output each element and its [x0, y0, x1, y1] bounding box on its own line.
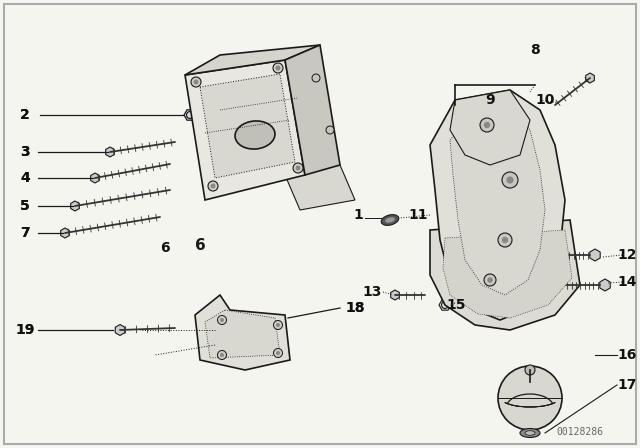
Polygon shape — [200, 74, 295, 178]
Polygon shape — [184, 110, 196, 120]
Ellipse shape — [235, 121, 275, 149]
Circle shape — [273, 320, 282, 329]
Polygon shape — [106, 147, 115, 157]
Polygon shape — [70, 201, 79, 211]
Text: 12: 12 — [617, 248, 637, 262]
Text: 19: 19 — [15, 323, 35, 337]
Polygon shape — [185, 60, 305, 200]
Text: 18: 18 — [345, 301, 365, 315]
Polygon shape — [115, 324, 125, 336]
Circle shape — [502, 237, 508, 243]
Circle shape — [208, 181, 218, 191]
Text: 18: 18 — [345, 301, 365, 315]
Text: 6: 6 — [160, 241, 170, 255]
Circle shape — [525, 365, 535, 375]
Circle shape — [220, 353, 224, 357]
Ellipse shape — [520, 428, 540, 438]
Polygon shape — [185, 45, 320, 75]
Polygon shape — [390, 290, 399, 300]
Polygon shape — [443, 230, 572, 318]
Circle shape — [326, 126, 334, 134]
Polygon shape — [205, 310, 280, 358]
Circle shape — [498, 366, 562, 430]
Text: 9: 9 — [485, 93, 495, 107]
Text: 3: 3 — [20, 145, 30, 159]
Text: 17: 17 — [618, 378, 637, 392]
Circle shape — [191, 77, 201, 87]
Circle shape — [218, 315, 227, 324]
Polygon shape — [450, 108, 545, 295]
Circle shape — [296, 165, 301, 171]
Polygon shape — [590, 249, 600, 261]
Ellipse shape — [525, 431, 535, 435]
Polygon shape — [285, 165, 355, 210]
Text: 2: 2 — [20, 108, 30, 122]
Circle shape — [193, 79, 198, 85]
Circle shape — [502, 172, 518, 188]
Text: 14: 14 — [617, 275, 637, 289]
Text: 6: 6 — [195, 237, 205, 253]
Circle shape — [273, 63, 283, 73]
Polygon shape — [439, 300, 451, 310]
Text: 5: 5 — [20, 199, 30, 213]
Text: 11: 11 — [408, 208, 428, 222]
Circle shape — [487, 277, 493, 283]
Text: 8: 8 — [530, 43, 540, 57]
Circle shape — [220, 318, 224, 322]
Polygon shape — [600, 279, 610, 291]
Ellipse shape — [381, 215, 399, 225]
Text: 5: 5 — [20, 199, 30, 213]
Text: 1: 1 — [353, 208, 363, 222]
Circle shape — [498, 233, 512, 247]
Text: 19: 19 — [15, 323, 35, 337]
Polygon shape — [430, 90, 565, 320]
Text: 15: 15 — [446, 298, 466, 312]
Text: 16: 16 — [618, 348, 637, 362]
Polygon shape — [285, 45, 340, 175]
Text: 7: 7 — [20, 226, 30, 240]
Polygon shape — [195, 295, 290, 370]
Circle shape — [275, 65, 280, 70]
Text: 00128286: 00128286 — [557, 427, 604, 437]
Circle shape — [312, 74, 320, 82]
Polygon shape — [450, 90, 530, 165]
Circle shape — [273, 349, 282, 358]
Text: 4: 4 — [20, 171, 30, 185]
Circle shape — [484, 274, 496, 286]
Circle shape — [211, 184, 216, 189]
Polygon shape — [586, 73, 595, 83]
Circle shape — [293, 163, 303, 173]
Circle shape — [218, 350, 227, 359]
Polygon shape — [470, 102, 479, 112]
Text: 3: 3 — [20, 145, 30, 159]
Text: 2: 2 — [20, 108, 30, 122]
Ellipse shape — [385, 217, 395, 223]
Circle shape — [480, 118, 494, 132]
Circle shape — [276, 351, 280, 355]
Text: 7: 7 — [20, 226, 30, 240]
Circle shape — [506, 177, 514, 184]
Circle shape — [276, 323, 280, 327]
Polygon shape — [61, 228, 69, 238]
Polygon shape — [91, 173, 99, 183]
Text: 10: 10 — [535, 93, 555, 107]
Circle shape — [484, 122, 490, 128]
Polygon shape — [430, 220, 580, 330]
Text: 13: 13 — [362, 285, 381, 299]
Text: 4: 4 — [20, 171, 30, 185]
